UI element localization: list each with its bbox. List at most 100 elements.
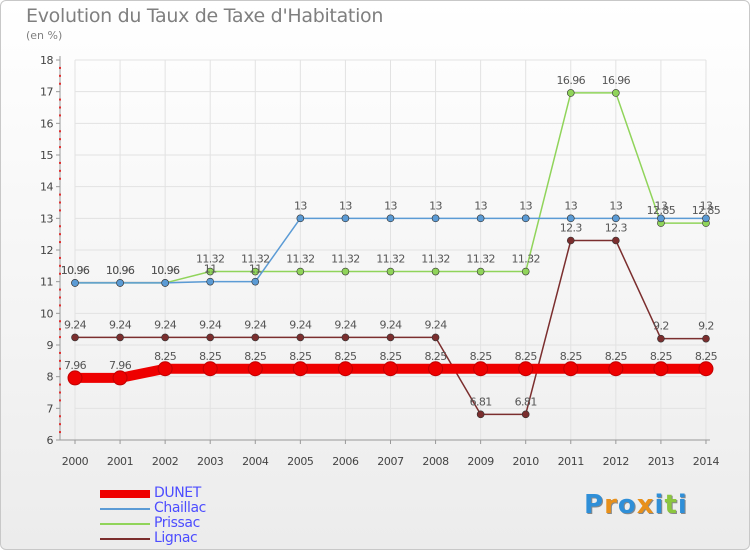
data-label-chaillac: 13 <box>429 199 442 212</box>
y-minor-tick <box>59 391 61 394</box>
y-minor-tick <box>59 423 61 426</box>
y-minor-tick <box>59 161 61 164</box>
x-tick-label: 2002 <box>152 455 178 468</box>
x-tick-label: 2009 <box>467 455 494 468</box>
data-point-chaillac <box>566 214 575 223</box>
y-tick-label: 9 <box>47 339 54 352</box>
y-minor-tick <box>59 320 61 323</box>
y-minor-tick <box>59 288 61 291</box>
data-point-lignac <box>657 334 665 343</box>
data-point-chaillac <box>612 214 620 223</box>
y-tick-label: 7 <box>47 402 54 415</box>
data-point-dunet <box>563 361 579 377</box>
y-minor-tick <box>59 146 61 149</box>
data-label-dunet: 8.25 <box>695 350 718 363</box>
logo-letter: o <box>617 490 637 520</box>
y-minor-tick <box>59 336 61 339</box>
data-label-lignac: 12.3 <box>560 222 583 235</box>
data-label-dunet: 8.25 <box>470 350 493 363</box>
x-tick-label: 2005 <box>287 455 314 468</box>
y-minor-tick <box>59 82 61 85</box>
y-minor-tick <box>59 367 61 370</box>
legend-swatch <box>100 508 150 510</box>
data-label-dunet: 8.25 <box>650 350 673 363</box>
data-label-chaillac: 13 <box>339 199 352 212</box>
y-tick-label: 11 <box>40 276 53 289</box>
data-label-dunet: 7.96 <box>64 359 87 372</box>
logo-letter: P <box>584 490 605 520</box>
logo-letter: t <box>664 490 678 520</box>
y-minor-tick <box>59 114 61 117</box>
data-label-lignac: 9.24 <box>425 318 448 331</box>
data-label-chaillac: 13 <box>700 199 713 212</box>
x-tick-label: 2003 <box>197 455 224 468</box>
y-tick-label: 18 <box>40 54 53 67</box>
chart-title: Evolution du Taux de Taxe d'Habitation <box>26 5 384 27</box>
data-point-prissac <box>206 267 215 276</box>
y-tick-label: 16 <box>40 117 53 130</box>
x-tick-label: 2004 <box>242 455 269 468</box>
data-label-prissac: 16.96 <box>557 74 586 87</box>
data-point-lignac <box>161 333 169 342</box>
data-label-prissac: 12.85 <box>692 204 721 217</box>
data-label-chaillac: 11 <box>249 263 262 276</box>
legend-swatch <box>100 538 150 540</box>
data-label-chaillac: 10.96 <box>151 264 180 277</box>
data-point-lignac <box>251 333 260 342</box>
data-label-chaillac: 13 <box>384 199 397 212</box>
data-label-dunet: 8.25 <box>379 350 402 363</box>
y-minor-tick <box>59 74 61 77</box>
data-point-prissac <box>251 267 260 276</box>
data-label-dunet: 8.25 <box>605 350 628 363</box>
data-label-lignac: 9.2 <box>698 320 714 333</box>
data-point-chaillac <box>431 214 440 223</box>
data-label-chaillac: 10.96 <box>61 264 90 277</box>
data-point-lignac <box>206 333 215 342</box>
data-point-lignac <box>386 333 395 342</box>
data-label-lignac: 9.24 <box>334 318 357 331</box>
data-point-chaillac <box>251 277 260 286</box>
data-label-lignac: 12.3 <box>605 222 628 235</box>
data-point-dunet <box>67 370 83 386</box>
y-minor-tick <box>59 106 61 109</box>
data-label-chaillac: 13 <box>474 199 487 212</box>
x-tick-label: 2014 <box>693 455 720 468</box>
y-minor-tick <box>59 130 61 133</box>
y-tick-label: 13 <box>40 212 53 225</box>
x-tick-label: 2006 <box>332 455 359 468</box>
x-tick-label: 2007 <box>377 455 404 468</box>
data-label-prissac: 11.32 <box>466 253 495 266</box>
data-label-chaillac: 11 <box>204 263 217 276</box>
data-point-dunet <box>428 361 444 377</box>
data-label-chaillac: 10.96 <box>106 264 135 277</box>
y-minor-tick <box>59 169 61 172</box>
data-point-chaillac <box>161 279 169 287</box>
data-point-prissac <box>341 267 350 276</box>
data-label-dunet: 8.25 <box>515 350 538 363</box>
legend-swatch <box>100 490 150 498</box>
data-label-lignac: 9.24 <box>109 318 132 331</box>
data-label-prissac: 10.96 <box>61 264 90 277</box>
data-label-lignac: 9.24 <box>244 318 267 331</box>
data-point-dunet <box>202 361 218 377</box>
data-label-lignac: 9.24 <box>64 318 87 331</box>
data-point-prissac <box>521 267 530 276</box>
data-label-prissac: 11.32 <box>331 253 360 266</box>
data-point-lignac <box>702 334 710 343</box>
data-point-dunet <box>247 361 263 377</box>
legend-label: DUNET <box>154 485 201 501</box>
data-point-dunet <box>292 361 308 377</box>
data-label-lignac: 6.81 <box>470 395 492 408</box>
y-minor-tick <box>59 209 61 212</box>
data-label-chaillac: 13 <box>294 199 307 212</box>
data-label-dunet: 8.25 <box>425 350 448 363</box>
y-minor-tick <box>59 328 61 331</box>
logo-letter: i <box>654 490 665 520</box>
data-point-dunet <box>473 361 489 377</box>
data-point-chaillac <box>521 214 530 223</box>
data-point-chaillac <box>116 279 124 287</box>
data-point-dunet <box>518 361 534 377</box>
logo-letter: x <box>636 490 655 520</box>
logo-letter: i <box>677 490 688 520</box>
